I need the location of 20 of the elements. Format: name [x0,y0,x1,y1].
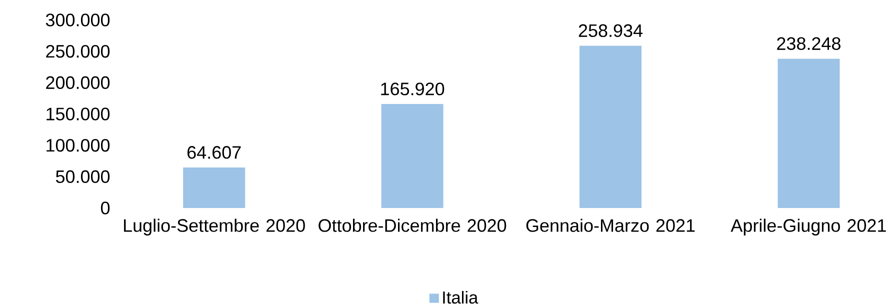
x-tick-label: Ottobre-Dicembre 2020 [318,218,506,232]
data-label: 64.607 [187,146,241,159]
bar [381,104,444,208]
x-tick-label: Aprile-Giugno 2021 [730,218,886,236]
y-tick-label: 150.000 [46,108,110,120]
legend-label: Italia [443,290,478,304]
bar [183,168,246,208]
y-tick-label: 300.000 [46,14,110,26]
bar [778,58,840,208]
x-tick-label: Gennaio-Marzo 2021 [526,218,695,232]
y-tick-label: 200.000 [46,76,110,90]
data-label: 238.248 [777,37,840,50]
y-tick-label: 0 [100,202,110,214]
data-label: 165.920 [381,82,444,96]
x-tick-label: Luglio-Settembre 2020 [124,218,305,236]
y-tick-label: 50.000 [56,170,110,184]
bar [580,46,642,208]
y-tick-label: 250.000 [46,44,110,58]
data-label: 258.934 [578,24,643,38]
y-tick-label: 100.000 [46,138,110,152]
